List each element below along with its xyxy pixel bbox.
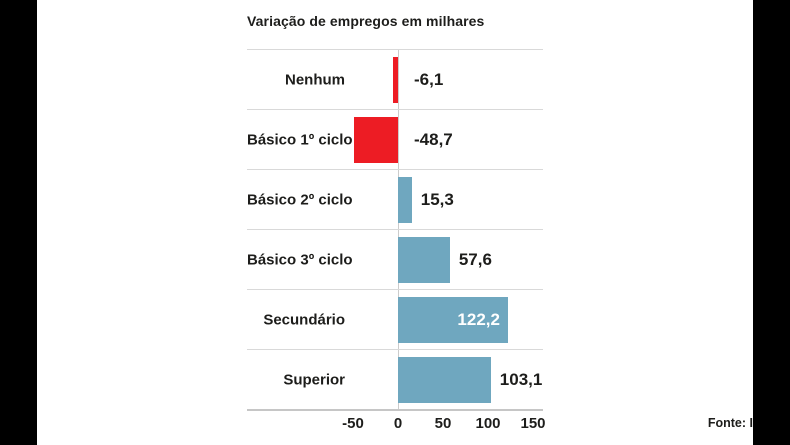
value-label: -48,7	[414, 129, 453, 149]
chart-bar	[354, 116, 398, 163]
value-label: 122,2	[457, 309, 500, 329]
value-label: 57,6	[458, 249, 492, 269]
value-label: 15,3	[420, 189, 454, 209]
category-label: Nenhum	[285, 71, 345, 88]
category-label: Básico 1º ciclo	[247, 131, 353, 148]
category-label: Básico 3º ciclo	[247, 251, 353, 268]
chart-bar	[398, 296, 508, 343]
category-label: Secundário	[263, 311, 345, 328]
x-axis-ticks: -50 0 50 100 150	[247, 415, 546, 435]
value-label: -6,1	[414, 69, 444, 89]
chart-title: Variação de empregos em milhares	[247, 13, 485, 29]
chart-bar	[398, 236, 450, 283]
chart-row: Secundário 122,2	[247, 289, 543, 349]
chart-row: Nenhum -6,1	[247, 49, 543, 109]
chart-row: Superior 103,1	[247, 349, 543, 409]
chart-row: Básico 1º ciclo -48,7	[247, 109, 543, 169]
chart-bar	[392, 56, 398, 103]
chart-bar	[398, 176, 412, 223]
value-label: 103,1	[499, 369, 543, 389]
category-label: Superior	[283, 371, 345, 388]
chart-rows: Nenhum -6,1 Básico 1º ciclo -48,7 Básico 2º …	[247, 49, 543, 409]
source-label: Fonte: I	[707, 416, 753, 430]
x-tick-label: 150	[520, 415, 546, 432]
chart-panel: Variação de empregos em milhares Nenhum -…	[37, 0, 753, 445]
chart-bar	[398, 356, 491, 403]
category-label: Básico 2º ciclo	[247, 191, 353, 208]
x-tick-label: 50	[434, 415, 452, 432]
chart-row: Básico 2º ciclo 15,3	[247, 169, 543, 229]
chart-row: Básico 3º ciclo 57,6	[247, 229, 543, 289]
x-tick-label: 100	[475, 415, 501, 432]
bar-chart: Nenhum -6,1 Básico 1º ciclo -48,7 Básico 2º …	[247, 49, 543, 411]
x-tick-label: 0	[393, 415, 403, 432]
x-tick-label: -50	[342, 415, 364, 432]
